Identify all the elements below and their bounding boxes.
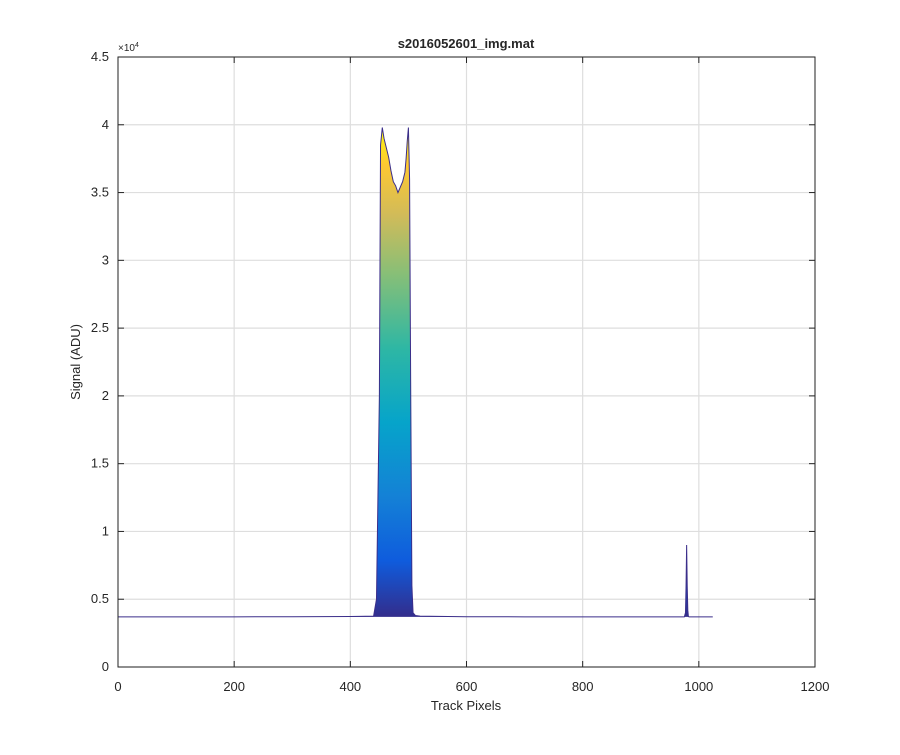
y-tick-label: 4.5 <box>91 49 109 64</box>
y-exponent-multiplier: ×104 <box>118 42 139 54</box>
x-tick-label: 200 <box>223 679 245 694</box>
series-fill <box>118 127 713 617</box>
y-tick-label: 0.5 <box>91 591 109 606</box>
y-exponent-base: ×10 <box>118 43 135 54</box>
x-tick-label: 0 <box>114 679 121 694</box>
chart-title: s2016052601_img.mat <box>398 36 535 51</box>
tick-marks <box>117 56 816 668</box>
x-tick-label: 1000 <box>684 679 713 694</box>
y-tick-label: 2 <box>102 388 109 403</box>
x-tick-label: 1200 <box>801 679 830 694</box>
grid-lines <box>117 56 816 668</box>
y-axis-label: Signal (ADU) <box>68 324 83 400</box>
y-tick-label: 3 <box>102 252 109 267</box>
y-tick-label: 2.5 <box>91 320 109 335</box>
x-tick-label: 800 <box>572 679 594 694</box>
y-tick-label: 4 <box>102 117 109 132</box>
y-exponent-power: 4 <box>135 42 139 49</box>
y-tick-label: 1.5 <box>91 456 109 471</box>
x-tick-label: 600 <box>456 679 478 694</box>
series-area <box>118 127 713 667</box>
data-layer <box>118 127 713 667</box>
x-tick-label: 400 <box>339 679 361 694</box>
y-tick-label: 1 <box>102 523 109 538</box>
y-tick-label: 3.5 <box>91 185 109 200</box>
x-axis-label: Track Pixels <box>431 698 502 713</box>
series-line <box>118 127 713 618</box>
y-tick-label: 0 <box>102 659 109 674</box>
tick-labels: 0 200 400 600 800 1000 1200 0 0.5 1 1.5 2 2.5 3 3.5 4 4.… <box>91 49 830 694</box>
